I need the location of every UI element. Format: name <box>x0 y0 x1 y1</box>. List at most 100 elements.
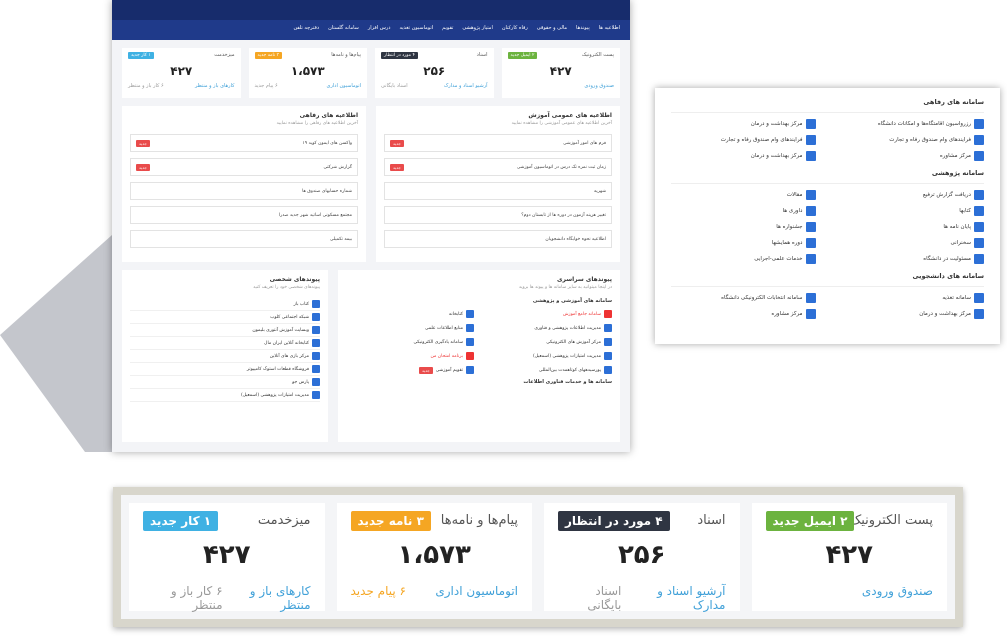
link-item[interactable]: داوری ها <box>671 204 816 218</box>
link-text: کتابها <box>959 208 971 214</box>
link-item[interactable]: مرکز بهداشت و درمان <box>840 307 984 321</box>
link-item[interactable]: مقالات <box>671 188 816 202</box>
link-icon <box>974 119 984 129</box>
card-link[interactable]: ۶ پیام جدید <box>254 83 278 89</box>
card-links: آرشیو اسناد و مدارک اسناد بایگانی <box>558 584 726 612</box>
nav-item[interactable]: تقویم <box>442 25 454 31</box>
news-item[interactable]: فرم های امور آموزشی جدید <box>384 134 612 152</box>
link-icon <box>312 391 320 399</box>
card-links: آرشیو اسناد و مدارک اسناد بایگانی <box>381 83 488 89</box>
nav-item[interactable]: رفاه کارکنان <box>501 25 528 31</box>
news-item[interactable]: شهریه <box>384 182 612 200</box>
personal-links: پیوندهای شخصی پیوندهای شخصی خود را تعریف … <box>122 270 328 442</box>
card-link[interactable]: اتوماسیون اداری <box>326 83 361 89</box>
link-item[interactable]: کتابخانه آنلاین ایران مال <box>130 337 320 350</box>
link-item[interactable]: خدمات علمی-اجرایی <box>671 252 816 266</box>
news-panel: اطلاعیه های عمومی آموزش آخرین اطلاعیه های… <box>376 106 620 262</box>
link-item[interactable]: پورسیدههای کوتاهمدت بین‌المللی <box>484 365 612 375</box>
link-item[interactable]: کتابها <box>840 204 984 218</box>
link-item[interactable]: پارس جو <box>130 376 320 389</box>
link-text: کتاب باز <box>293 301 309 307</box>
panel-subtitle: آخرین اطلاعیه های رفاهی را مشاهده نمایید <box>276 121 358 126</box>
link-item[interactable]: برنامه امتحان من <box>346 351 474 361</box>
link-item[interactable]: تقویم آموزشی جدید <box>346 365 474 375</box>
link-text: دریافت گزارش ترفیع <box>922 192 971 198</box>
card-link[interactable]: اسناد بایگانی <box>381 83 408 89</box>
card-link[interactable]: اتوماسیون اداری <box>435 584 518 598</box>
news-text: زمان ثبت نمره تک درس در اتوماسیون آموزشی <box>516 164 606 170</box>
link-text: داوری ها <box>782 208 803 214</box>
link-item[interactable]: سخنرانی <box>840 236 984 250</box>
link-item[interactable]: فرایندهای وام صندوق رفاه و تجارت <box>671 133 816 147</box>
card-badge: ۱ کار جدید <box>143 511 219 531</box>
card-value: ۴۲۷ <box>825 540 874 570</box>
card-title: میزخدمت <box>257 513 311 528</box>
link-grid: سامانه تغذیه سامانه انتخابات الکترونیکی د… <box>671 286 984 321</box>
link-item[interactable]: مرکز بازی های آنلاین <box>130 350 320 363</box>
nav-item[interactable]: سامانه گلستان <box>328 25 359 31</box>
link-item[interactable]: مرکز بهداشت و درمان <box>671 149 816 163</box>
link-item[interactable]: رزرواسیون اقامتگاه‌ها و امکانات دانشگاه <box>840 117 984 131</box>
nav-item[interactable]: درس افزار <box>367 25 391 31</box>
link-item[interactable]: منابع اطلاعات علمی <box>346 323 474 333</box>
nav-item[interactable]: پیوندها <box>576 25 590 31</box>
panel-title: اطلاعیه های رفاهی <box>299 112 358 119</box>
link-item[interactable]: سامانه جامع آموزش <box>484 309 612 319</box>
news-item[interactable]: گزارش شرکتی جدید <box>130 158 358 176</box>
link-item[interactable]: مسئولیت در دانشگاه <box>840 252 984 266</box>
link-item[interactable]: فرایندهای وام صندوق رفاه و تجارت <box>840 133 984 147</box>
link-item[interactable]: سامانه یادگیری الکترونیکی <box>346 337 474 347</box>
link-item[interactable]: مرکز مشاوره <box>840 149 984 163</box>
link-item[interactable]: مرکز آموزش های الکترونیکی <box>484 337 612 347</box>
card-link[interactable]: صندوق ورودی <box>861 584 933 598</box>
link-item[interactable]: کتاب باز <box>130 298 320 311</box>
card-link[interactable]: آرشیو اسناد و مدارک <box>443 83 488 89</box>
link-item[interactable]: مدیریت امتیازات پژوهشی (اسمعیل) <box>484 351 612 361</box>
card-link[interactable]: آرشیو اسناد و مدارک <box>657 584 726 612</box>
news-item[interactable]: بیمه تکمیلی <box>130 230 358 248</box>
card-link[interactable]: کارهای باز و منتظر <box>195 83 235 89</box>
link-item[interactable]: مرکز مشاوره <box>671 307 816 321</box>
link-text: پورسیدههای کوتاهمدت بین‌المللی <box>538 367 601 373</box>
link-item[interactable]: شبکه اجتماعی کلوب <box>130 311 320 324</box>
link-text: مدیریت امتیازات پژوهشی (اسمعیل) <box>533 353 601 359</box>
stat-cards: پست الکترونیک ۲ ایمیل جدید ۴۲۷ صندوق ورودی ا… <box>112 40 630 106</box>
nav-item[interactable]: امتیاز پژوهشی <box>462 25 493 31</box>
news-item[interactable]: واکسن های ایمون کوید ۱۹ جدید <box>130 134 358 152</box>
section-title: سامانه پژوهشی <box>931 169 984 177</box>
link-item[interactable]: سامانه انتخابات الکترونیکی دانشگاه <box>671 291 816 305</box>
link-item[interactable]: فروشگاه قطعات استوک کامپیوتر <box>130 363 320 376</box>
nav-item[interactable]: دفترچه تلفن <box>293 25 320 31</box>
card-link[interactable]: اسناد بایگانی <box>587 584 622 612</box>
link-item[interactable]: مدیریت امتیازات پژوهشی (اسمعیل) <box>130 389 320 402</box>
link-item[interactable]: دوره همایشها <box>671 236 816 250</box>
card-link[interactable]: ۶ کار باز و منتظر <box>128 83 164 89</box>
link-text: فرایندهای وام صندوق رفاه و تجارت <box>720 137 803 143</box>
link-icon <box>604 352 612 360</box>
card-link[interactable]: صندوق ورودی <box>584 83 614 89</box>
card-link[interactable]: کارهای باز و منتظر <box>249 584 311 612</box>
news-item[interactable]: اطلاعیه نحوه خوابگاه دانشجویان <box>384 230 612 248</box>
news-item[interactable]: شماره حسابهای صندوق ها <box>130 182 358 200</box>
news-item[interactable]: تغییر هزینه آزمون در دوره ها از تابستان … <box>384 206 612 224</box>
nav-item[interactable]: مالی و حقوقی <box>536 25 568 31</box>
link-item[interactable]: سامانه تغذیه <box>840 291 984 305</box>
nav-item[interactable]: اتوماسیون تغذیه <box>399 25 434 31</box>
card-link[interactable]: ۶ پیام جدید <box>350 584 406 598</box>
nav-item[interactable]: اطلاعیه ها <box>598 25 620 31</box>
news-badge: جدید <box>390 139 404 147</box>
link-text: خدمات علمی-اجرایی <box>754 256 803 262</box>
news-item[interactable]: مجتمع مسکونی اساتید شهر جدید صدرا <box>130 206 358 224</box>
link-item[interactable]: کتابخانه <box>346 309 474 319</box>
link-icon <box>312 339 320 347</box>
link-item[interactable]: وبسایت آموزش آنتوری بلیمون <box>130 324 320 337</box>
link-item[interactable]: مرکز بهداشت و درمان <box>671 117 816 131</box>
link-item[interactable]: مدیریت اطلاعات پژوهشی و فناوری <box>484 323 612 333</box>
news-item[interactable]: زمان ثبت نمره تک درس در اتوماسیون آموزشی… <box>384 158 612 176</box>
link-icon <box>805 254 816 264</box>
link-item[interactable]: جشنواره ها <box>671 220 816 234</box>
link-item[interactable]: دریافت گزارش ترفیع <box>840 188 984 202</box>
link-text: سخنرانی <box>950 240 972 246</box>
link-item[interactable]: پایان نامه ها <box>840 220 984 234</box>
card-link[interactable]: ۶ کار باز و منتظر <box>170 584 223 612</box>
